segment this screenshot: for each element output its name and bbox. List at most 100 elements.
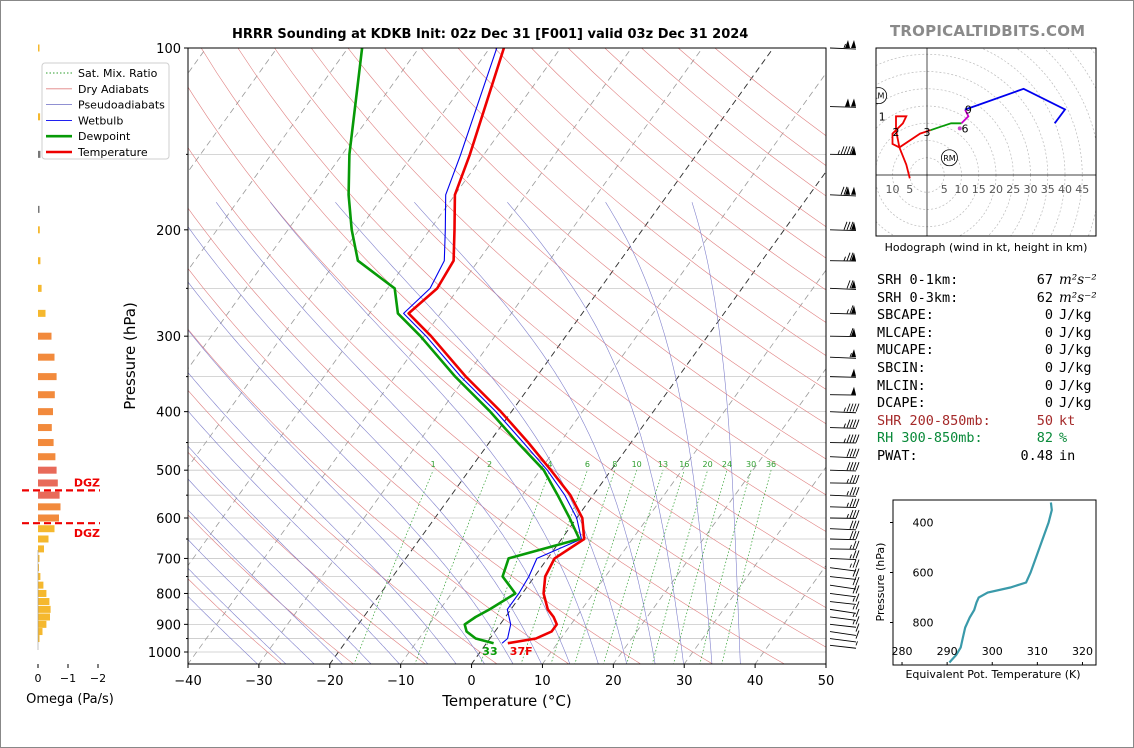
wind-barb-half — [846, 309, 849, 314]
mixing-ratio-label: 10 — [632, 460, 642, 469]
wind-barb-flag — [849, 146, 854, 155]
wind-barb-shaft — [829, 644, 857, 649]
param-row: PWAT: 0.48 in — [877, 448, 1117, 466]
wind-barb-flag — [852, 530, 857, 540]
omega-bar — [38, 113, 41, 121]
wind-barb-shaft — [829, 631, 857, 636]
mixing-ratio-line — [550, 470, 616, 664]
wind-barb-flag — [849, 474, 854, 484]
isotherm-line — [188, 48, 278, 173]
wind-barb — [829, 419, 860, 429]
legend-label: Pseudoadiabats — [78, 99, 165, 112]
wind-barb-shaft — [829, 411, 857, 414]
wind-barb-pennant — [851, 349, 856, 358]
mixing-ratio-line — [574, 470, 638, 664]
y-tick-label: 1000 — [148, 646, 181, 661]
x-tick-label: −20 — [316, 674, 343, 689]
omega-bar — [38, 613, 50, 621]
hodograph-trace — [960, 109, 970, 124]
isotherm-line — [188, 48, 491, 468]
x-tick-label: −30 — [245, 674, 272, 689]
param-row: SHR 200-850mb: 50 kt — [877, 413, 1117, 431]
wind-barb-half — [843, 407, 846, 412]
wind-barb — [829, 498, 860, 509]
omega-bar — [38, 205, 40, 213]
wind-barb-pennant — [845, 98, 850, 107]
param-label: SRH 0-3km: — [877, 289, 959, 306]
wind-barb-flag — [849, 509, 854, 519]
mixing-ratio-label: 24 — [722, 460, 732, 469]
wind-barb-flag — [843, 221, 848, 230]
wind-barb — [829, 98, 857, 108]
wind-barb-flag — [855, 498, 860, 507]
dry-adiabat — [188, 147, 785, 664]
wind-barb-shaft — [829, 623, 857, 628]
hodograph-point — [957, 126, 962, 131]
wind-barb-pennant — [851, 305, 856, 314]
wind-barb-flag — [852, 434, 857, 443]
wind-barb-flag — [849, 434, 854, 443]
omega-bar — [38, 564, 39, 572]
wind-barb — [829, 368, 857, 378]
omega-bar — [38, 479, 58, 487]
wind-barb-half — [837, 150, 840, 155]
mixing-ratio-label: 6 — [585, 460, 590, 469]
x-axis-label: Temperature (°C) — [441, 692, 571, 710]
wind-barb-flag — [846, 462, 851, 471]
legend-box — [41, 62, 170, 160]
x-tick-label: −10 — [387, 674, 414, 689]
wind-barb-flag — [855, 593, 860, 602]
hodograph-tick-label: 25 — [1006, 183, 1020, 196]
param-row: MUCAPE: 0 J/kg — [877, 342, 1117, 360]
wind-barb-flag — [852, 419, 857, 428]
omega-bar — [38, 554, 40, 562]
wind-barb-flag — [855, 559, 860, 568]
dry-adiabat — [347, 48, 826, 460]
param-label: DCAPE: — [877, 395, 926, 412]
wind-barb-shaft — [829, 427, 857, 429]
thetae-x-tick-label: 280 — [892, 645, 913, 658]
wind-barb-shaft — [829, 528, 857, 531]
thetae-x-tick-label: 320 — [1072, 645, 1093, 658]
omega-bar — [38, 44, 40, 52]
wind-barb — [829, 328, 857, 337]
hodograph-tick-label: 10 — [886, 183, 900, 196]
hodograph-trace — [964, 87, 1067, 124]
param-label: SHR 200-850mb: — [877, 412, 991, 429]
param-value: 0 — [1044, 395, 1053, 412]
wind-barb-half — [846, 491, 849, 496]
dry-adiabat — [188, 86, 826, 648]
hodograph-grid: 12 3 6 9 LM RM — [876, 48, 1096, 236]
wind-barb-shaft — [829, 456, 857, 459]
wind-barb-flag — [849, 221, 854, 230]
dry-adiabat — [188, 207, 714, 664]
param-unit: J/kg — [1059, 324, 1092, 341]
wind-barb-flag — [846, 419, 851, 428]
wind-barb-shaft — [829, 194, 857, 197]
pseudoadiabat — [507, 202, 684, 664]
wind-barb-half — [843, 43, 846, 49]
thetae-plot — [948, 502, 1053, 664]
wind-barb — [829, 641, 858, 649]
omega-tick-label: −2 — [90, 672, 106, 685]
param-unit: m²s⁻² — [1059, 289, 1097, 306]
y-tick-label: 800 — [156, 587, 181, 602]
wind-barb — [829, 386, 857, 396]
param-unit: J/kg — [1059, 307, 1092, 324]
param-value: 0 — [1044, 307, 1053, 324]
wind-barb-flag — [849, 498, 854, 507]
storm-motion-marker — [941, 149, 958, 167]
wind-barb-flag — [855, 530, 860, 540]
wind-barb-shaft — [829, 601, 857, 605]
chart-title: HRRR Sounding at KDKB Init: 02z Dec 31 [… — [232, 27, 749, 42]
omega-bar — [38, 525, 55, 533]
wind-barb-pennant — [851, 146, 856, 155]
wind-barb-half — [843, 423, 846, 428]
wind-barb-flag — [852, 498, 857, 507]
param-unit: m²s⁻² — [1059, 272, 1097, 288]
hodograph-tick-label: 15 — [972, 183, 986, 196]
wind-barb-flag — [849, 487, 854, 496]
wind-barb — [829, 146, 857, 156]
wind-barb-flag — [849, 419, 854, 428]
hodograph-frame — [875, 47, 1097, 237]
